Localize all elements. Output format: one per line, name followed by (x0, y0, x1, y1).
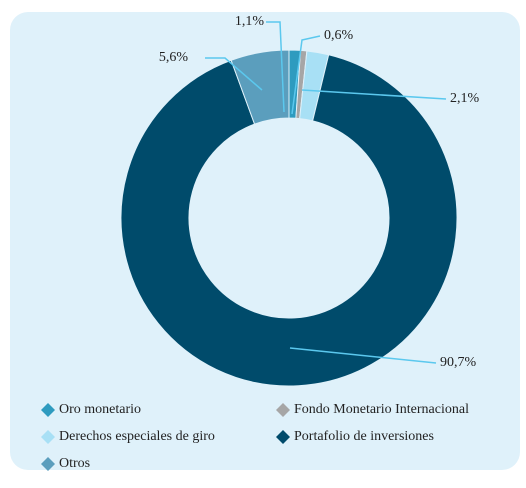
donut-slice (120, 54, 458, 387)
legend-marker (276, 430, 290, 444)
data-label: 1,1% (235, 14, 265, 29)
legend-label: Fondo Monetario Internacional (294, 402, 469, 417)
legend-marker (41, 430, 55, 444)
legend-label: Derechos especiales de giro (59, 429, 215, 444)
data-label: 5,6% (159, 50, 189, 65)
leader-line (205, 57, 263, 91)
data-label: 2,1% (450, 91, 480, 106)
leader-line (291, 35, 321, 115)
leader-line (266, 21, 285, 113)
data-label: 90,7% (440, 355, 477, 370)
legend-marker (276, 403, 290, 417)
legend-label: Portafolio de inversiones (294, 429, 434, 444)
data-label: 0,6% (324, 28, 354, 43)
legend-label: Oro monetario (59, 402, 141, 417)
legend-marker (41, 457, 55, 471)
leader-line (289, 347, 437, 364)
legend-marker (41, 403, 55, 417)
legend-label: Otros (59, 456, 90, 471)
leader-line (301, 89, 447, 100)
donut-slice (230, 49, 290, 125)
